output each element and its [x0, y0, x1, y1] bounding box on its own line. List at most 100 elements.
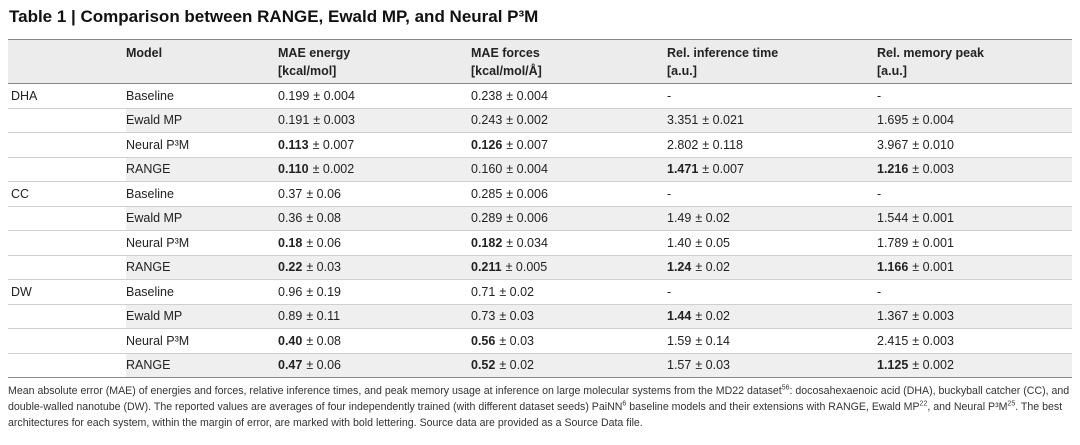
value-mean: 0.36 — [278, 211, 303, 226]
value-cell: 0.211 ± 0.005 — [471, 255, 667, 280]
value-mean: 0.238 — [471, 88, 503, 103]
system-cell: DHA — [8, 83, 126, 109]
value-mean: 0.89 — [278, 309, 303, 324]
value-cell: 0.160 ± 0.004 — [471, 157, 667, 182]
caption-text: : docosahexaenoic acid (DHA), buckyball … — [8, 385, 1070, 413]
system-cell — [8, 353, 126, 378]
value-cell: 3.967 ± 0.010 — [877, 132, 1072, 158]
value-error: ± 0.007 — [506, 137, 548, 152]
value-error: ± 0.02 — [499, 284, 535, 299]
system-cell — [8, 230, 126, 256]
value-mean: 0.182 — [471, 235, 503, 250]
value-error: ± 0.02 — [695, 211, 731, 226]
value-error: ± 0.14 — [695, 333, 731, 348]
table-row: Ewald MP 0.89 ± 0.11 0.73 ± 0.03 1.44 ± 0.02 1.… — [8, 304, 1072, 329]
value-mean: - — [877, 284, 882, 299]
model-cell: RANGE — [126, 255, 278, 280]
value-cell: 0.40 ± 0.08 — [278, 328, 471, 354]
value-mean: 0.285 — [471, 186, 503, 201]
system-cell: CC — [8, 181, 126, 207]
value-mean: 0.18 — [278, 235, 303, 250]
header-line: [kcal/mol] — [278, 64, 337, 78]
model-cell: Baseline — [126, 83, 278, 109]
value-cell: 0.243 ± 0.002 — [471, 108, 667, 133]
value-error: ± 0.004 — [506, 162, 548, 177]
table-body: DHA Baseline 0.199 ± 0.004 0.238 ± 0.004- - Ewa… — [8, 83, 1072, 378]
system-cell — [8, 132, 126, 158]
table-row: RANGE 0.22 ± 0.03 0.211 ± 0.005 1.24 ± 0.02 1.1… — [8, 255, 1072, 280]
value-error: ± 0.002 — [312, 162, 355, 177]
value-cell: 0.22 ± 0.03 — [278, 255, 471, 280]
model-cell: Ewald MP — [126, 206, 278, 231]
table-row: Neural P³M 0.18 ± 0.06 0.182 ± 0.034 1.40 ± 0.… — [8, 230, 1072, 256]
value-error: ± 0.003 — [912, 309, 954, 324]
value-mean: 0.47 — [278, 358, 303, 373]
value-error: ± 0.004 — [313, 88, 355, 103]
value-cell: 0.191 ± 0.003 — [278, 108, 471, 133]
header-line: Model — [126, 46, 163, 60]
value-cell: 0.47 ± 0.06 — [278, 353, 471, 378]
table-title: Table 1 | Comparison between RANGE, Ewal… — [9, 7, 539, 26]
caption-text: Mean absolute error (MAE) of energies an… — [8, 385, 782, 397]
value-mean: 1.166 — [877, 260, 909, 275]
value-mean: 0.243 — [471, 113, 503, 128]
value-error: ± 0.010 — [912, 137, 954, 152]
value-cell: 2.802 ± 0.118 — [667, 132, 877, 158]
value-cell: - — [667, 181, 877, 207]
value-error: ± 0.002 — [506, 113, 548, 128]
value-mean: 0.56 — [471, 333, 496, 348]
header-line: MAE forces — [471, 46, 540, 60]
value-cell: 1.49 ± 0.02 — [667, 206, 877, 231]
value-cell: 1.24 ± 0.02 — [667, 255, 877, 280]
value-mean: 1.367 — [877, 309, 909, 324]
system-cell — [8, 255, 126, 280]
value-error: ± 0.06 — [306, 186, 342, 201]
header-line: [kcal/mol/Å] — [471, 64, 542, 78]
value-cell: 1.789 ± 0.001 — [877, 230, 1072, 256]
value-cell: 1.44 ± 0.02 — [667, 304, 877, 329]
model-cell: Neural P³M — [126, 132, 278, 158]
value-mean: 0.40 — [278, 333, 303, 348]
value-error: ± 0.001 — [912, 235, 954, 250]
value-error: ± 0.021 — [702, 113, 744, 128]
value-error: ± 0.118 — [702, 137, 743, 152]
header-cell: MAE energy [kcal/mol] — [278, 39, 471, 84]
caption-text: . The best architectures for each system… — [8, 401, 1063, 429]
value-error: ± 0.003 — [313, 113, 355, 128]
table-row: Neural P³M 0.40 ± 0.08 0.56 ± 0.03 1.59 ± 0.14… — [8, 328, 1072, 354]
value-error: ± 0.007 — [702, 162, 744, 177]
value-mean: 1.40 — [667, 235, 692, 250]
system-cell: DW — [8, 279, 126, 305]
model-cell: RANGE — [126, 157, 278, 182]
value-mean: - — [667, 284, 672, 299]
value-cell: 1.40 ± 0.05 — [667, 230, 877, 256]
value-mean: 1.471 — [667, 162, 699, 177]
value-error: ± 0.002 — [912, 358, 954, 373]
value-mean: 1.44 — [667, 309, 692, 324]
value-error: ± 0.03 — [306, 260, 342, 275]
value-mean: 3.351 — [667, 113, 699, 128]
value-error: ± 0.03 — [695, 358, 731, 373]
value-cell: 0.18 ± 0.06 — [278, 230, 471, 256]
value-cell: 1.59 ± 0.14 — [667, 328, 877, 354]
value-mean: 0.191 — [278, 113, 310, 128]
value-cell: 0.110 ± 0.002 — [278, 157, 471, 182]
value-cell: 1.695 ± 0.004 — [877, 108, 1072, 133]
value-mean: 0.110 — [278, 162, 309, 177]
table-row: DHA Baseline 0.199 ± 0.004 0.238 ± 0.004- - — [8, 83, 1072, 109]
value-error: ± 0.001 — [912, 211, 954, 226]
value-error: ± 0.02 — [695, 309, 731, 324]
header-line: [a.u.] — [877, 64, 907, 78]
value-cell: 0.126 ± 0.007 — [471, 132, 667, 158]
table-row: DW Baseline 0.96 ± 0.19 0.71 ± 0.02- - — [8, 279, 1072, 305]
caption-text: , and Neural P³M — [927, 401, 1008, 413]
value-cell: 0.52 ± 0.02 — [471, 353, 667, 378]
value-cell: 1.544 ± 0.001 — [877, 206, 1072, 231]
system-cell — [8, 328, 126, 354]
value-cell: 0.73 ± 0.03 — [471, 304, 667, 329]
table-row: Neural P³M 0.113 ± 0.007 0.126 ± 0.007 2.802 ±… — [8, 132, 1072, 158]
value-cell: 0.36 ± 0.08 — [278, 206, 471, 231]
value-cell: 0.96 ± 0.19 — [278, 279, 471, 305]
value-mean: 2.415 — [877, 333, 909, 348]
header-cell — [8, 39, 126, 84]
